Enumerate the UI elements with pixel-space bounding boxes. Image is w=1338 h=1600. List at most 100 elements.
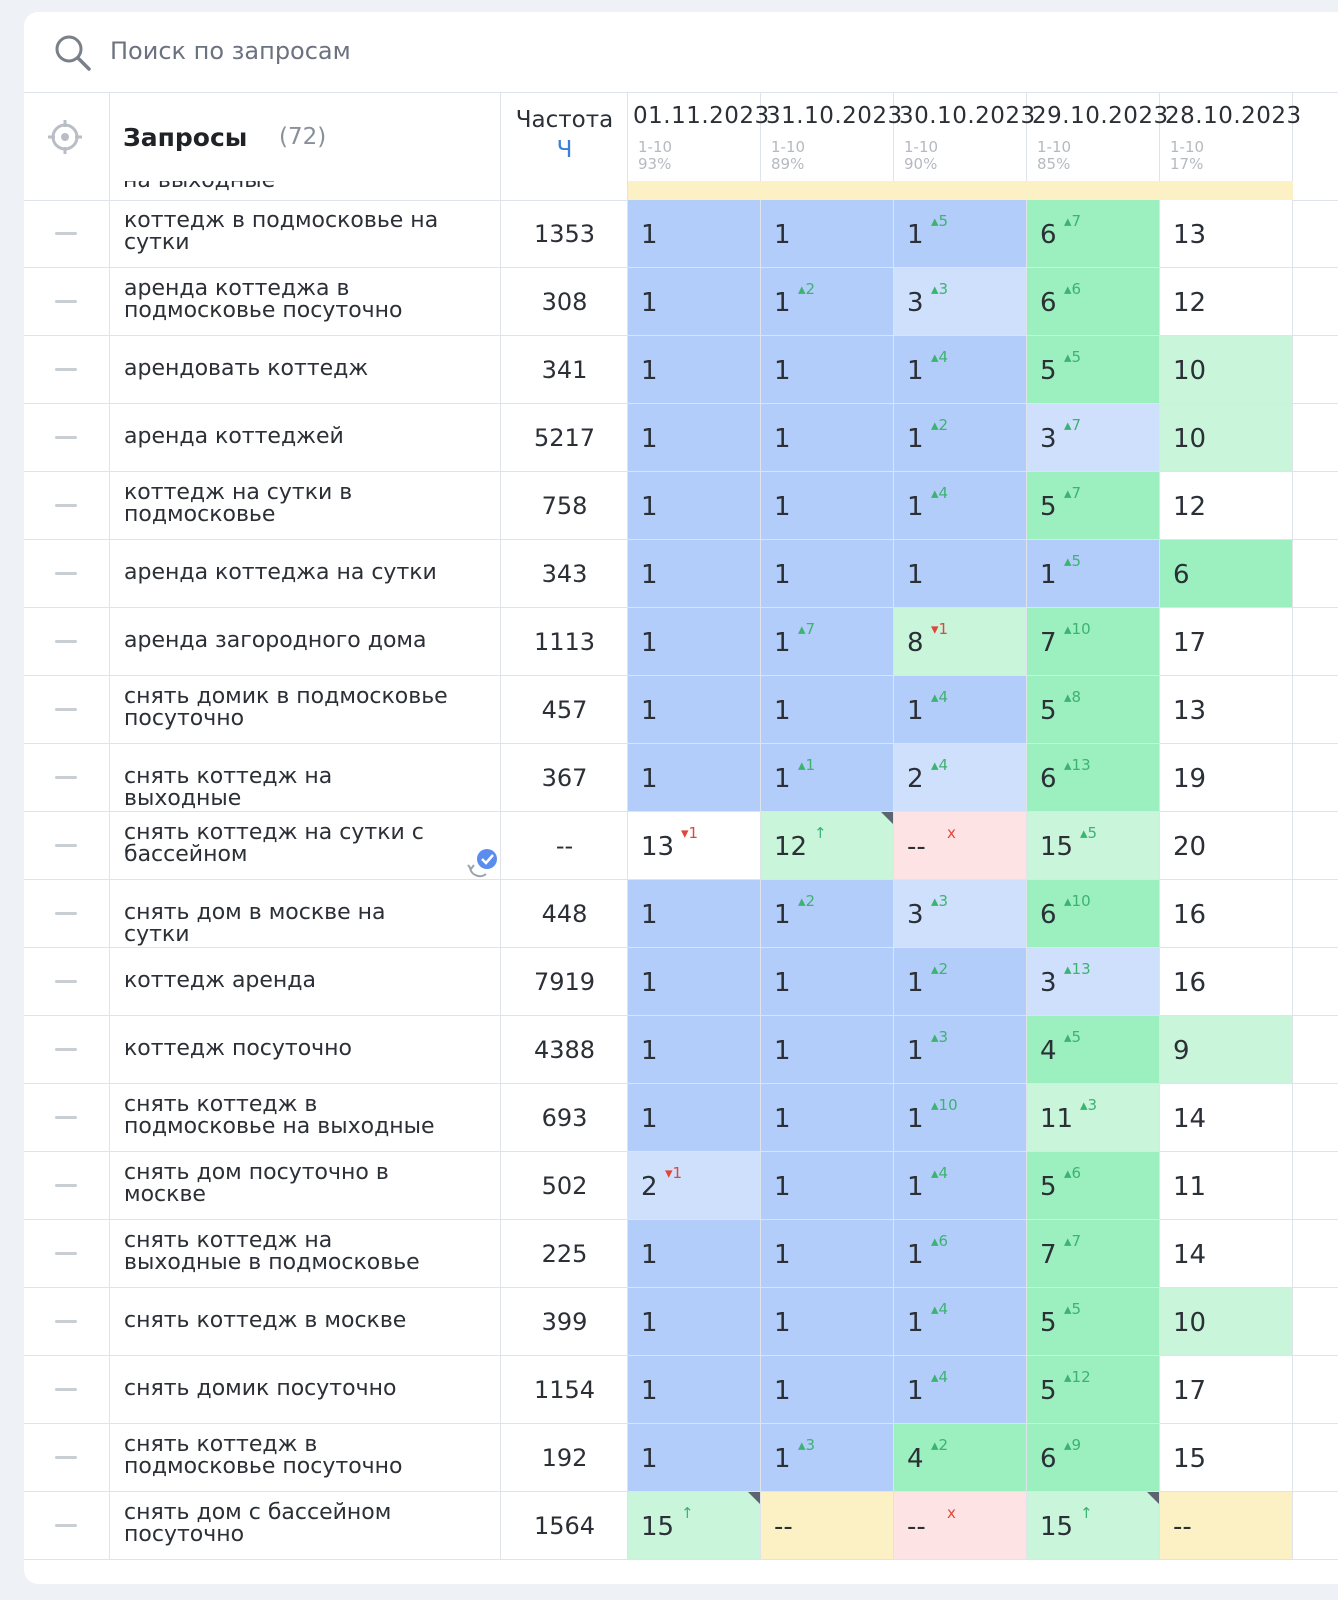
row-select-cell[interactable]	[24, 676, 110, 743]
position-cell[interactable]: 1	[628, 1220, 761, 1287]
query-cell[interactable]: коттедж на сутки в подмосковье	[110, 472, 501, 539]
row-select-cell[interactable]	[24, 1152, 110, 1219]
position-cell[interactable]: -- x	[894, 812, 1027, 879]
position-cell[interactable]: 11	[1160, 1152, 1293, 1219]
date-column-header[interactable]: 30.10.2023 1-10 90%	[894, 93, 1035, 181]
dash-icon[interactable]	[55, 640, 77, 643]
dash-icon[interactable]	[55, 776, 77, 779]
position-cell[interactable]: 11 ▴3	[1027, 1084, 1160, 1151]
row-select-cell[interactable]	[24, 812, 110, 879]
table-row[interactable]: коттедж посуточно 4388 1 1 1 ▴3 4 ▴5 9	[24, 1016, 1338, 1084]
position-cell[interactable]: 8 ▾1	[894, 608, 1027, 675]
position-cell[interactable]: 5 ▴6	[1027, 1152, 1160, 1219]
position-cell[interactable]: 10	[1160, 336, 1293, 403]
query-cell[interactable]: снять дом посуточно в москве	[110, 1152, 501, 1219]
position-cell[interactable]: 3 ▴3	[894, 880, 1027, 947]
position-cell[interactable]: 6 ▴6	[1027, 268, 1160, 335]
table-row[interactable]: снять коттедж в подмосковье на выходные 6…	[24, 1084, 1338, 1152]
position-cell[interactable]: 13 ▾1	[628, 812, 761, 879]
query-cell[interactable]: снять дом в москве на сутки	[110, 880, 501, 947]
query-cell[interactable]: снять дом с бассейном посуточно	[110, 1492, 501, 1559]
position-cell[interactable]: 1	[894, 540, 1027, 607]
dash-icon[interactable]	[55, 436, 77, 439]
date-column-header[interactable]: 31.10.2023 1-10 89%	[761, 93, 902, 181]
row-select-cell[interactable]	[24, 608, 110, 675]
position-cell[interactable]: 6 ▴9	[1027, 1424, 1160, 1491]
position-cell[interactable]: 15 ↑	[628, 1492, 761, 1559]
position-cell[interactable]: 1 ▴3	[894, 1016, 1027, 1083]
position-cell[interactable]: 5 ▴5	[1027, 1288, 1160, 1355]
position-cell[interactable]: 1 ▴4	[894, 472, 1027, 539]
position-cell[interactable]: 1	[628, 268, 761, 335]
position-cell[interactable]: 1	[761, 336, 894, 403]
table-row[interactable]: снять коттедж в подмосковье посуточно 192…	[24, 1424, 1338, 1492]
dash-icon[interactable]	[55, 1524, 77, 1527]
query-cell[interactable]: аренда коттеджа в подмосковье посуточно	[110, 268, 501, 335]
position-cell[interactable]: 1 ▴2	[761, 268, 894, 335]
position-cell[interactable]: 1 ▴5	[1027, 540, 1160, 607]
table-row[interactable]: снять коттедж в москве 399 1 1 1 ▴4 5 ▴5 10	[24, 1288, 1338, 1356]
table-row[interactable]: снять коттедж на сутки с бассейном -- 13 ▾1…	[24, 812, 1338, 880]
position-cell[interactable]: 10	[1160, 404, 1293, 471]
query-cell[interactable]: снять домик посуточно	[110, 1356, 501, 1423]
table-row[interactable]: арендовать коттедж 341 1 1 1 ▴4 5 ▴5 10	[24, 336, 1338, 404]
dash-icon[interactable]	[55, 708, 77, 711]
position-cell[interactable]: 1 ▴3	[761, 1424, 894, 1491]
position-cell[interactable]: 14	[1160, 1084, 1293, 1151]
query-cell[interactable]: аренда коттеджей	[110, 404, 501, 471]
table-row[interactable]: коттедж в подмосковье на сутки 1353 1 1 1 ▴5 6…	[24, 200, 1338, 268]
table-row[interactable]: снять домик в подмосковье посуточно 457 1 1…	[24, 676, 1338, 744]
table-row[interactable]: аренда загородного дома 1113 1 1 ▴7 8 ▾1 7 ▴10 17	[24, 608, 1338, 676]
row-select-cell[interactable]	[24, 1492, 110, 1559]
position-cell[interactable]: --	[1160, 1492, 1293, 1559]
position-cell[interactable]: 1 ▴4	[894, 1152, 1027, 1219]
position-cell[interactable]: 1	[628, 608, 761, 675]
row-select-cell[interactable]	[24, 880, 110, 947]
dash-icon[interactable]	[55, 1048, 77, 1051]
position-cell[interactable]: 2 ▴4	[894, 744, 1027, 811]
row-select-cell[interactable]	[24, 200, 110, 267]
dash-icon[interactable]	[55, 912, 77, 915]
position-cell[interactable]: 7 ▴7	[1027, 1220, 1160, 1287]
dash-icon[interactable]	[55, 1456, 77, 1459]
position-cell[interactable]: 5 ▴8	[1027, 676, 1160, 743]
date-column-header[interactable]: 01.11.2023 1-10 93%	[628, 93, 769, 181]
position-cell[interactable]: 3 ▴7	[1027, 404, 1160, 471]
position-cell[interactable]: 17	[1160, 608, 1293, 675]
table-row[interactable]: коттедж на сутки в подмосковье 758 1 1 1 ▴4 5 ▴…	[24, 472, 1338, 540]
position-cell[interactable]: 1	[628, 540, 761, 607]
query-cell[interactable]: коттедж в подмосковье на сутки	[110, 200, 501, 267]
position-cell[interactable]: 1	[761, 1152, 894, 1219]
search-input[interactable]: Поиск по запросам	[110, 37, 351, 65]
date-column-header[interactable]: 28.10.2023 1-10 17%	[1160, 93, 1301, 181]
position-cell[interactable]: 1	[628, 744, 761, 811]
position-cell[interactable]: 1	[761, 1356, 894, 1423]
row-select-cell[interactable]	[24, 336, 110, 403]
row-select-cell[interactable]	[24, 744, 110, 811]
position-cell[interactable]: 1	[761, 472, 894, 539]
table-row[interactable]: снять дом посуточно в москве 502 2 ▾1 1 1 ▴4 5 ▴…	[24, 1152, 1338, 1220]
position-cell[interactable]: 1 ▴4	[894, 336, 1027, 403]
position-cell[interactable]: 7 ▴10	[1027, 608, 1160, 675]
position-cell[interactable]: 1	[761, 1016, 894, 1083]
dash-icon[interactable]	[55, 1184, 77, 1187]
dash-icon[interactable]	[55, 1388, 77, 1391]
position-cell[interactable]: 1 ▴4	[894, 1356, 1027, 1423]
position-cell[interactable]: 15	[1160, 1424, 1293, 1491]
position-cell[interactable]: 1 ▴4	[894, 676, 1027, 743]
row-select-cell[interactable]	[24, 1356, 110, 1423]
position-cell[interactable]: 1	[761, 1288, 894, 1355]
position-cell[interactable]: 1 ▴10	[894, 1084, 1027, 1151]
table-row[interactable]: снять коттедж на выходные 367 1 1 ▴1 2 ▴4 6 ▴13 1…	[24, 744, 1338, 812]
position-cell[interactable]: 1	[628, 1084, 761, 1151]
query-cell[interactable]: снять коттедж на выходные	[110, 744, 501, 811]
position-cell[interactable]: 13	[1160, 200, 1293, 267]
position-cell[interactable]: 1	[761, 948, 894, 1015]
frequency-type-link[interactable]: Ч	[556, 137, 573, 163]
row-select-cell[interactable]	[24, 404, 110, 471]
position-cell[interactable]: 1 ▴2	[894, 404, 1027, 471]
position-cell[interactable]: 1 ▴6	[894, 1220, 1027, 1287]
sync-check-icon[interactable]	[466, 848, 498, 880]
position-cell[interactable]: 16	[1160, 948, 1293, 1015]
table-row[interactable]: снять коттедж на выходные в подмосковье 2…	[24, 1220, 1338, 1288]
